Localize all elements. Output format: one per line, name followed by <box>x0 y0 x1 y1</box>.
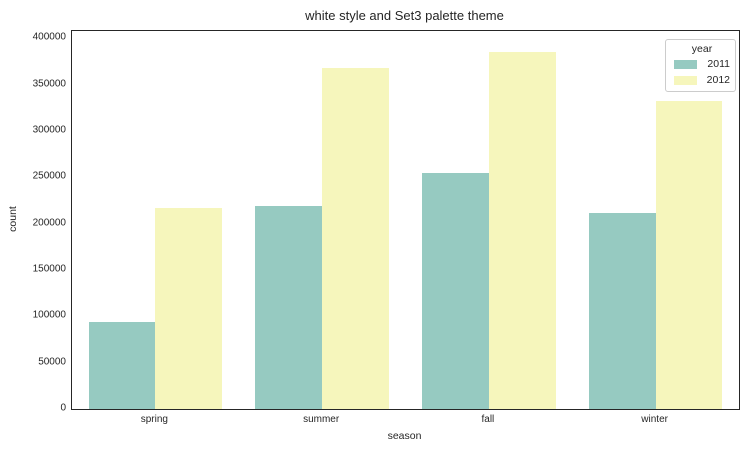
y-tick-label: 350000 <box>32 78 66 90</box>
bar-fall-2011 <box>422 172 489 409</box>
x-tick-label: summer <box>303 414 340 425</box>
bar-winter-2011 <box>588 212 656 409</box>
bar-fall-2012 <box>488 52 556 409</box>
bar-spring-2011 <box>88 321 156 409</box>
legend: year 2011 2012 <box>665 39 736 92</box>
legend-title: year <box>691 43 713 55</box>
legend-label: 2011 <box>707 58 730 70</box>
x-tick-label: fall <box>481 414 495 425</box>
plot-area <box>71 30 740 410</box>
legend-swatch-icon <box>674 59 697 69</box>
x-tick-label: winter <box>641 414 668 425</box>
x-tick-label: spring <box>140 414 168 425</box>
y-tick-label: 250000 <box>32 170 66 182</box>
y-axis-label: count <box>7 206 19 232</box>
legend-entry-2012: 2012 <box>674 72 730 88</box>
chart-title: white style and Set3 palette theme <box>305 8 504 23</box>
y-tick-label: 150000 <box>32 263 66 275</box>
legend-label: 2012 <box>706 74 730 86</box>
bar-summer-2011 <box>255 206 323 409</box>
bar-summer-2012 <box>322 68 389 409</box>
y-tick-label: 50000 <box>38 356 66 368</box>
y-tick-label: 200000 <box>32 217 66 229</box>
legend-entries: 2011 2012 <box>674 56 730 88</box>
legend-swatch-icon <box>674 75 697 85</box>
legend-entry-2011: 2011 <box>674 56 730 72</box>
bar-winter-2012 <box>655 101 723 409</box>
x-axis-label: season <box>387 430 422 442</box>
y-tick-label: 400000 <box>32 31 66 43</box>
y-tick-label: 300000 <box>32 124 66 136</box>
y-tick-label: 0 <box>60 402 66 414</box>
y-tick-label: 100000 <box>32 309 66 321</box>
bar-spring-2012 <box>155 207 223 409</box>
